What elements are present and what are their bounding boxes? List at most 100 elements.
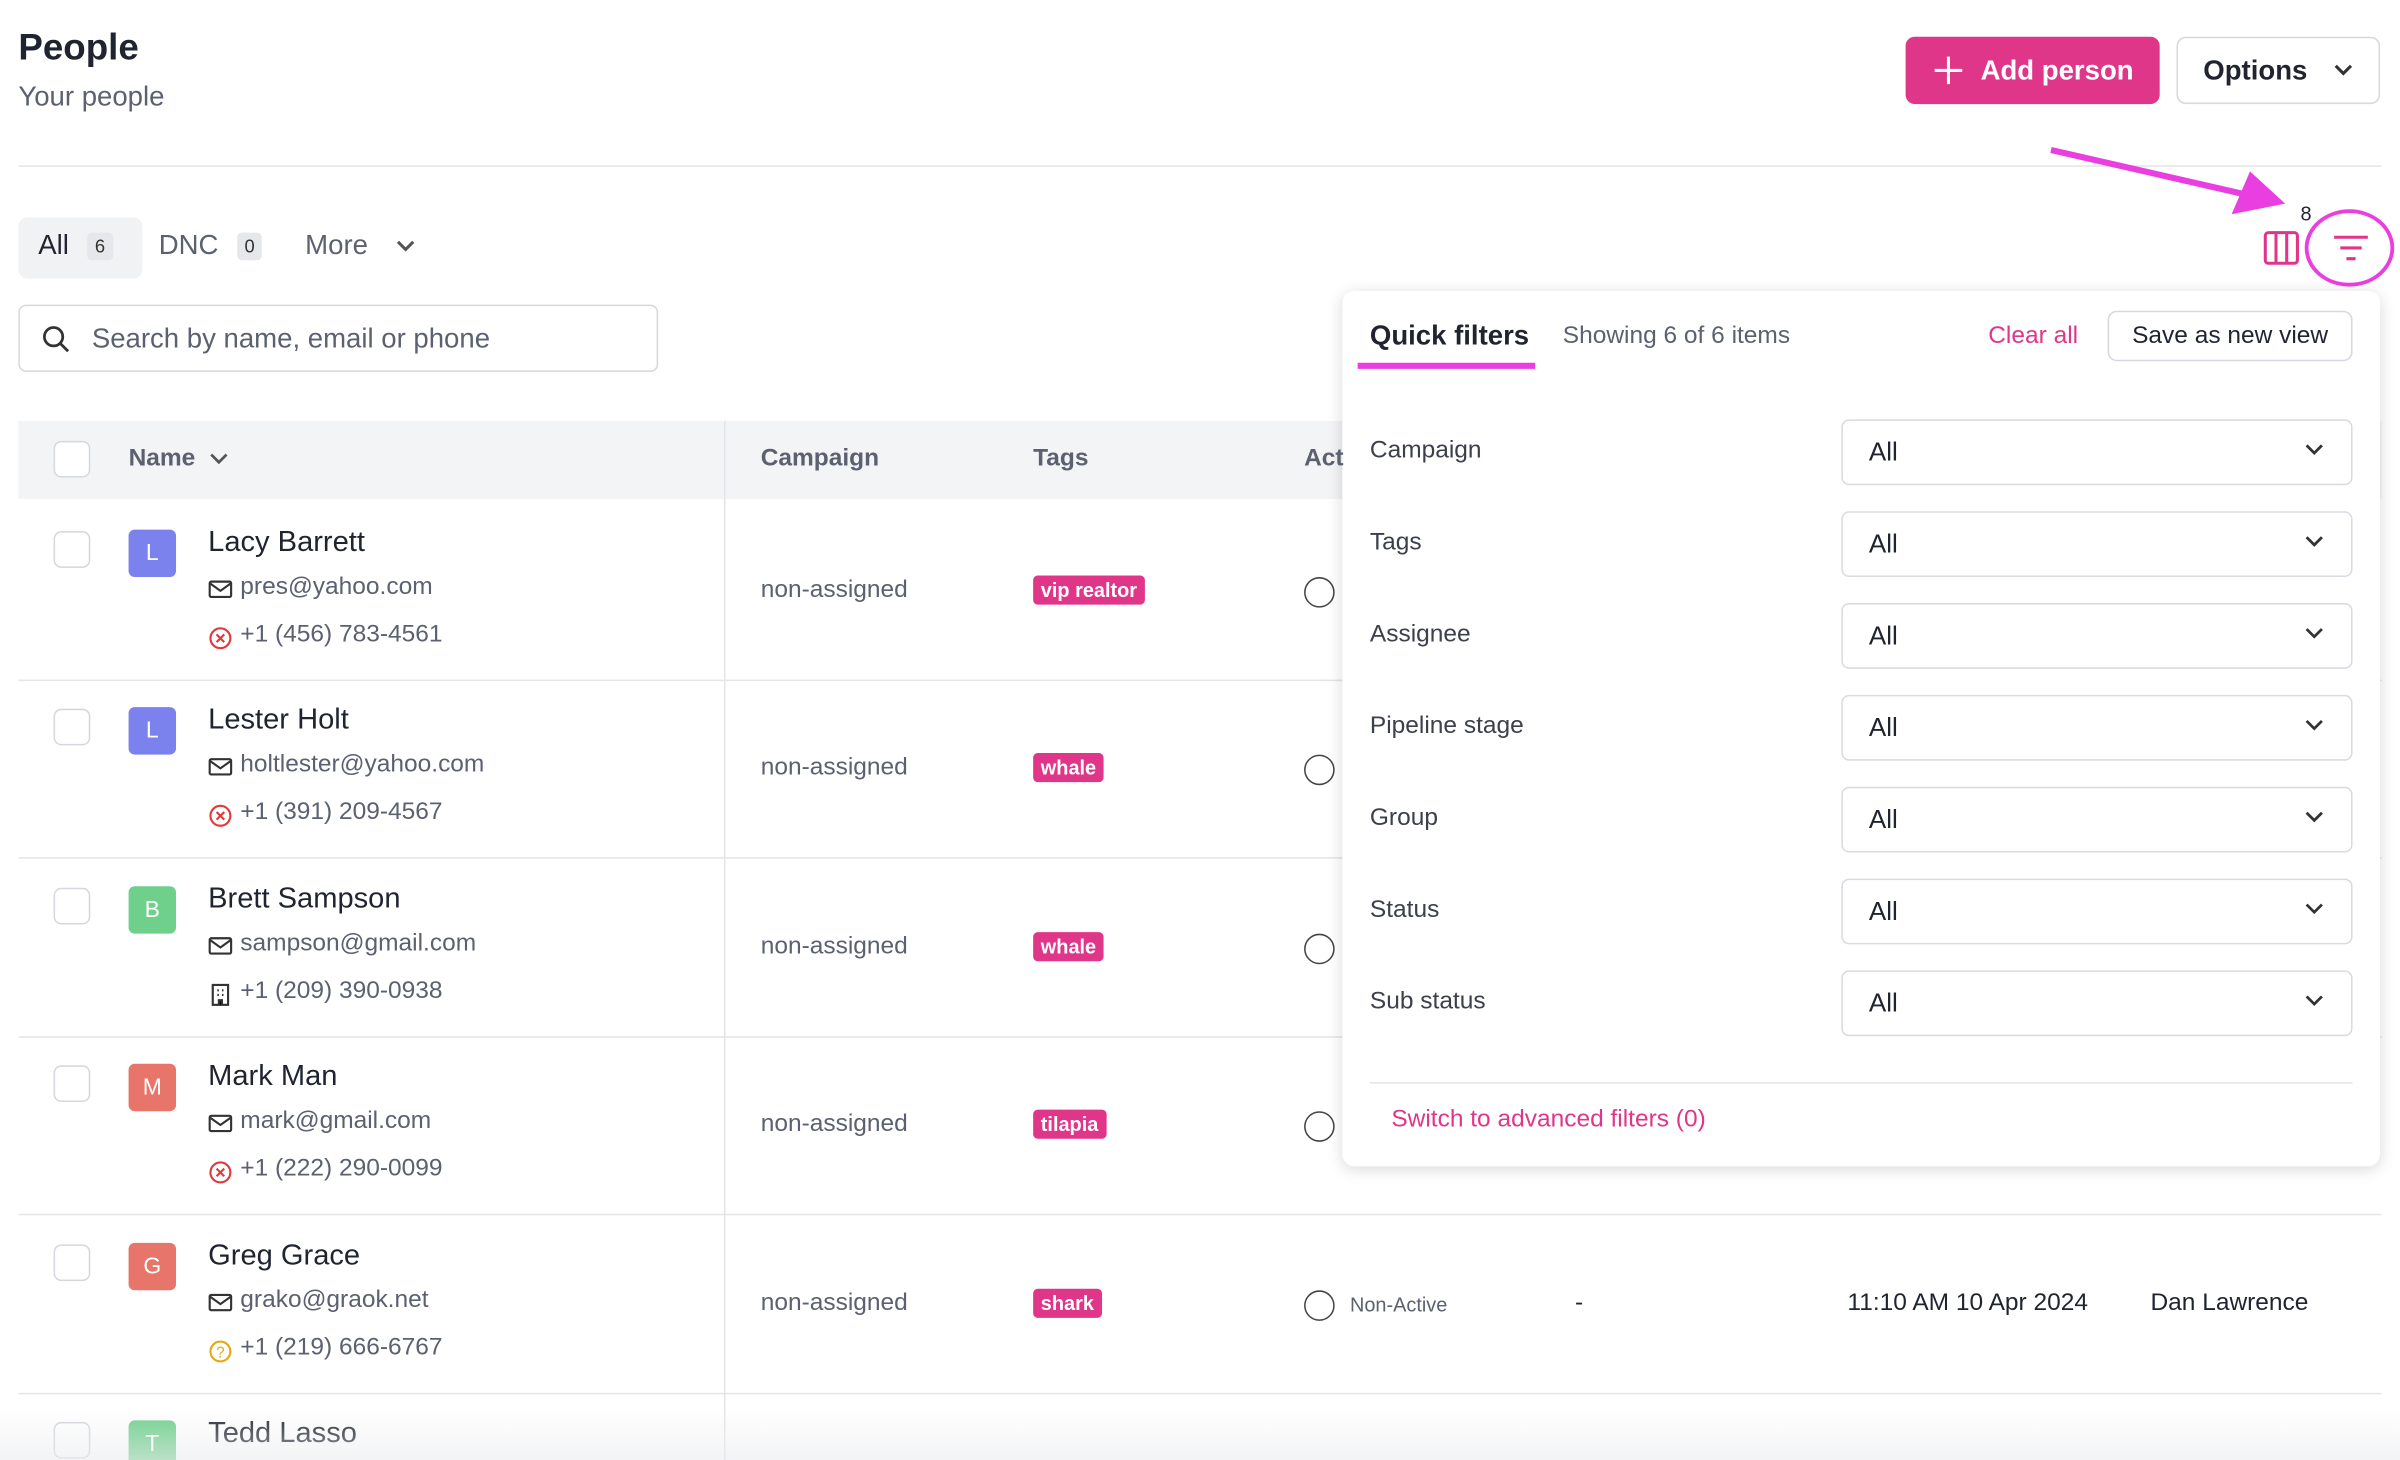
- column-header: Tags: [1033, 445, 1089, 472]
- person-phone: +1 (391) 209-4567: [240, 799, 443, 826]
- filter-label: Assignee: [1369, 621, 1471, 648]
- showing-count: Showing 6 of 6 items: [1562, 322, 1791, 349]
- panel-divider: [1369, 1082, 2353, 1084]
- filter-count-badge: 8: [2300, 202, 2312, 225]
- chevron: [2305, 719, 2323, 731]
- options-button[interactable]: Options: [2176, 36, 2381, 105]
- filter-value: All: [1868, 528, 1898, 558]
- row-checkbox[interactable]: [53, 1243, 91, 1281]
- campaign: non-assigned: [760, 577, 908, 604]
- clear-all[interactable]: Clear all: [1988, 322, 2079, 349]
- filter-select[interactable]: All: [1841, 970, 2353, 1037]
- filter-label: Group: [1369, 805, 1438, 832]
- save-view-label: Save as new view: [2132, 322, 2329, 349]
- assignee: Dan Lawrence: [2150, 1289, 2309, 1316]
- tab-count: 6: [87, 231, 113, 260]
- chevron: [397, 239, 415, 251]
- divider: [18, 165, 2382, 167]
- filter-icon[interactable]: [2331, 233, 2371, 264]
- phone-status-icon: [208, 626, 232, 650]
- chevron: [2333, 64, 2352, 76]
- phone-status-icon: [209, 627, 232, 650]
- chevron: [2305, 811, 2323, 823]
- plus-icon: [1934, 56, 1963, 85]
- person-name[interactable]: Greg Grace: [208, 1239, 361, 1272]
- row-checkbox[interactable]: [53, 709, 91, 747]
- filter-select[interactable]: All: [1841, 511, 2353, 578]
- avatar: B: [128, 885, 177, 934]
- avatar: M: [128, 1064, 177, 1112]
- campaign: non-assigned: [760, 1289, 908, 1316]
- panel-title-underline: [1357, 362, 1536, 369]
- mail-icon: [208, 757, 233, 778]
- person-phone: +1 (222) 290-0099: [240, 1155, 443, 1182]
- filter-select[interactable]: All: [1841, 786, 2353, 853]
- row-checkbox[interactable]: [53, 531, 91, 568]
- campaign: non-assigned: [760, 755, 908, 782]
- panel-title: Quick filters: [1369, 319, 1530, 351]
- person-name[interactable]: Brett Sampson: [208, 882, 401, 915]
- person-name[interactable]: Lacy Barrett: [208, 526, 365, 559]
- advanced-filters-link[interactable]: Switch to advanced filters (0): [1391, 1106, 1706, 1133]
- select-all-checkbox[interactable]: [53, 440, 91, 478]
- filter-select[interactable]: All: [1841, 419, 2353, 486]
- status-circle: [1304, 1289, 1335, 1321]
- person-email: pres@yahoo.com: [240, 573, 433, 600]
- phone-status-icon: ?: [208, 1339, 232, 1363]
- row-checkbox[interactable]: [53, 1065, 91, 1103]
- tag: shark: [1033, 1288, 1102, 1318]
- person-name[interactable]: Lester Holt: [208, 704, 349, 737]
- mail-icon: [208, 1115, 233, 1133]
- chevron: [2305, 628, 2323, 639]
- filter-label: Status: [1369, 896, 1440, 923]
- tab-count: 0: [236, 231, 263, 260]
- status-circle: [1304, 1111, 1335, 1143]
- filter-value: All: [1868, 804, 1898, 834]
- options-label: Options: [2203, 54, 2308, 85]
- mail-icon: [208, 1113, 233, 1134]
- status-circle: [1304, 577, 1335, 608]
- chevron: [2305, 536, 2323, 547]
- save-view-button[interactable]: Save as new view: [2107, 310, 2353, 362]
- row-divider: [18, 1214, 2382, 1216]
- tag: whale: [1033, 753, 1104, 783]
- tag: vip realtor: [1033, 575, 1145, 605]
- page-title: People: [18, 27, 139, 69]
- columns-icon[interactable]: [2262, 230, 2302, 267]
- tag: tilapia: [1033, 1109, 1106, 1140]
- person-email: mark@gmail.com: [240, 1108, 432, 1135]
- filter-select[interactable]: All: [1841, 694, 2353, 761]
- row-checkbox[interactable]: [53, 887, 91, 925]
- person-name[interactable]: Mark Man: [208, 1060, 338, 1094]
- chevron: [2305, 903, 2323, 915]
- search-box[interactable]: Search by name, email or phone: [18, 304, 659, 372]
- column-header: Act: [1304, 445, 1344, 472]
- phone-status-icon: [209, 1161, 232, 1184]
- tab-label: DNC: [158, 229, 219, 261]
- add-person-button[interactable]: Add person: [1905, 36, 2160, 105]
- tab[interactable]: All 6: [38, 230, 113, 262]
- column-header: Campaign: [760, 445, 880, 472]
- filter-select[interactable]: All: [1841, 878, 2353, 945]
- mail-icon: [208, 936, 233, 955]
- row-divider: [18, 679, 2382, 682]
- quick-filters-panel: Quick filters Showing 6 of 6 items Clear…: [1342, 290, 2381, 1167]
- status-circle: [1304, 933, 1335, 964]
- phone-status-icon: [208, 982, 232, 1006]
- filter-label: Campaign: [1369, 437, 1482, 464]
- last-activity: -: [1574, 1289, 1584, 1316]
- add-person-label: Add person: [1980, 54, 2134, 85]
- mail-icon: [208, 935, 233, 956]
- mail-icon: [208, 758, 233, 777]
- created-date: 11:10 AM 10 Apr 2024: [1847, 1289, 2088, 1316]
- avatar: G: [128, 1242, 177, 1290]
- search-placeholder: Search by name, email or phone: [91, 322, 491, 354]
- filter-select[interactable]: All: [1841, 603, 2353, 669]
- tab[interactable]: More: [305, 230, 417, 262]
- person-email: grako@graok.net: [240, 1286, 429, 1313]
- column-header[interactable]: Name: [128, 445, 196, 472]
- tab[interactable]: DNC 0: [159, 230, 263, 262]
- person-phone: +1 (209) 390-0938: [240, 977, 443, 1004]
